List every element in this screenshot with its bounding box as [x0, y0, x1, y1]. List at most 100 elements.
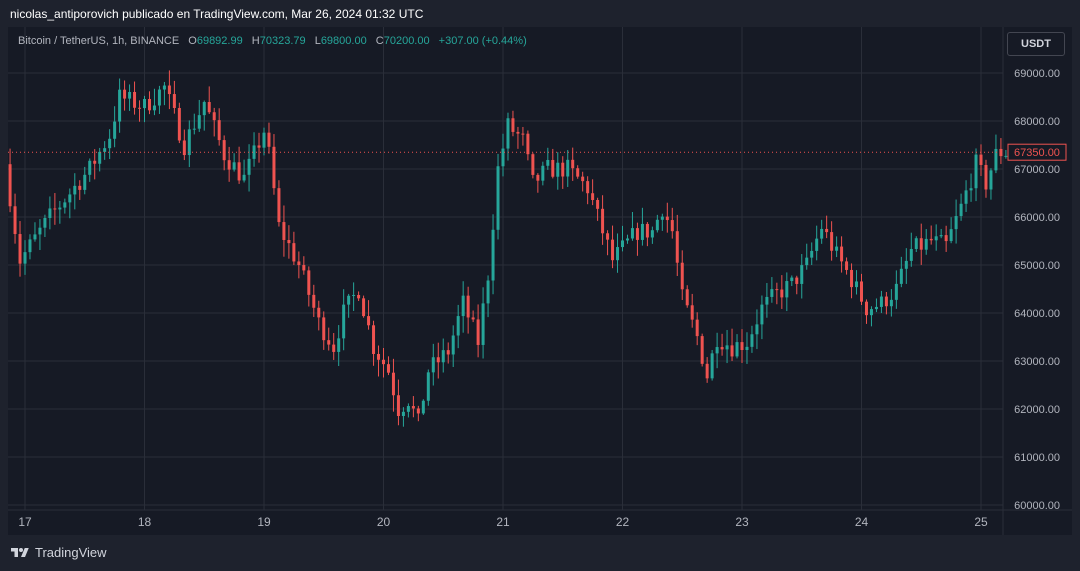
- candle: [252, 132, 256, 167]
- time-axis[interactable]: 17 18 19 20 21 22 23 24 25: [8, 509, 1072, 529]
- candle: [536, 173, 540, 193]
- candle: [665, 202, 669, 233]
- candle: [128, 84, 132, 111]
- candle: [362, 295, 366, 318]
- candle: [232, 153, 236, 172]
- candle: [541, 161, 545, 186]
- candle: [282, 205, 286, 257]
- close-value: 70200.00: [383, 35, 430, 47]
- candle: [581, 171, 585, 192]
- candle: [959, 193, 963, 221]
- last-price-marker: 67350.00: [8, 143, 1067, 161]
- candle: [63, 198, 67, 214]
- candle: [133, 81, 137, 115]
- candle: [372, 320, 376, 366]
- candle: [471, 310, 475, 323]
- candle: [904, 248, 908, 284]
- candle: [929, 225, 933, 245]
- price-tick-label: 63000.00: [1014, 356, 1060, 368]
- price-axis[interactable]: 60000.00 61000.00 62000.00 63000.00 64000.00…: [1002, 27, 1060, 535]
- candle: [511, 110, 515, 137]
- currency-button[interactable]: USDT: [1007, 32, 1065, 56]
- candle: [899, 256, 903, 288]
- candle: [242, 159, 246, 183]
- candle: [939, 228, 943, 239]
- candle: [760, 295, 764, 340]
- candle: [357, 291, 361, 302]
- candle: [436, 342, 440, 379]
- candle: [192, 113, 196, 135]
- candle: [202, 100, 206, 131]
- candle: [456, 304, 460, 349]
- candle: [979, 144, 983, 176]
- candle: [770, 277, 774, 303]
- candle: [999, 138, 1003, 165]
- candle: [466, 286, 470, 334]
- candle: [645, 222, 649, 247]
- candle: [267, 122, 271, 154]
- candle: [775, 282, 779, 305]
- candle: [98, 147, 102, 172]
- candle: [123, 80, 127, 111]
- candle: [934, 224, 938, 251]
- candle: [765, 283, 769, 318]
- candle: [635, 222, 639, 256]
- candle: [805, 243, 809, 270]
- candle: [855, 270, 859, 295]
- candle: [43, 214, 47, 238]
- candle: [486, 275, 490, 318]
- candle: [491, 214, 495, 295]
- candle: [297, 251, 301, 279]
- candle: [287, 225, 291, 259]
- candle: [840, 236, 844, 273]
- close-label: C: [375, 35, 384, 47]
- candle: [715, 332, 719, 369]
- high-value: 70323.79: [259, 35, 306, 47]
- symbol-label[interactable]: Bitcoin / TetherUS, 1h, BINANCE: [18, 35, 180, 47]
- high-label: H: [251, 35, 260, 47]
- candle: [705, 357, 709, 383]
- candle: [441, 338, 445, 373]
- candle: [810, 242, 814, 266]
- candle: [247, 144, 251, 192]
- candle: [386, 356, 390, 376]
- tradingview-logo-icon: [11, 547, 29, 557]
- candle: [561, 156, 565, 189]
- candle: [630, 212, 634, 241]
- candle: [650, 226, 654, 244]
- candle: [695, 312, 699, 346]
- candle: [670, 207, 674, 239]
- candle: [317, 300, 321, 331]
- price-tick-label: 66000.00: [1014, 212, 1060, 224]
- candle: [421, 399, 425, 415]
- low-value: 69800.00: [320, 35, 367, 47]
- price-tick-label: 67000.00: [1014, 164, 1060, 176]
- candle: [700, 333, 704, 367]
- price-tick-label: 61000.00: [1014, 452, 1060, 464]
- candle: [58, 200, 62, 224]
- date-tick-label: 20: [377, 515, 391, 529]
- candle: [820, 219, 824, 244]
- candle: [944, 225, 948, 252]
- candle: [909, 232, 913, 267]
- date-tick-label: 17: [18, 515, 32, 529]
- candle: [800, 254, 804, 299]
- price-tick-label: 69000.00: [1014, 68, 1060, 80]
- candle: [611, 225, 615, 269]
- candle: [302, 256, 306, 275]
- candle: [835, 236, 839, 258]
- candle: [745, 332, 749, 364]
- candle: [655, 214, 659, 233]
- candle: [740, 329, 744, 364]
- footer-brand[interactable]: TradingView: [10, 545, 107, 560]
- candle: [197, 99, 201, 132]
- candle: [347, 293, 351, 318]
- candle: [969, 173, 973, 202]
- chart-panel[interactable]: [8, 27, 1072, 535]
- candle: [227, 146, 231, 182]
- candle: [342, 289, 346, 351]
- price-tick-label: 65000.00: [1014, 260, 1060, 272]
- candle: [33, 222, 37, 242]
- date-tick-label: 23: [735, 515, 749, 529]
